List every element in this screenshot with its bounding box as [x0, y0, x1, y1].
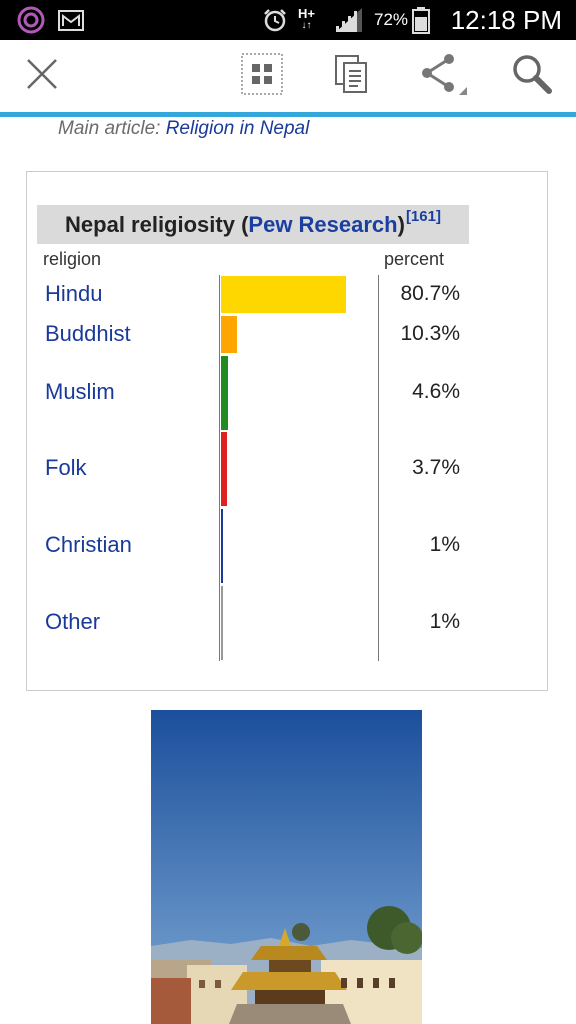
- network-type-indicator: H+ ↓↑: [298, 6, 315, 31]
- bar-hindu: [221, 276, 347, 313]
- status-bar: H+ ↓↑ 72% 12:18 PM: [0, 0, 576, 40]
- percent-value-christian: 1%: [429, 533, 460, 556]
- chart-title: Nepal religiosity (Pew Research) [161]: [37, 205, 469, 244]
- religion-label-folk[interactable]: Folk: [45, 455, 87, 480]
- religion-label-muslim[interactable]: Muslim: [45, 379, 115, 404]
- religion-label-hindu[interactable]: Hindu: [45, 280, 103, 306]
- main-article-note: Main article: Religion in Nepal: [58, 118, 309, 140]
- clock: 12:18 PM: [450, 4, 562, 35]
- religion-label-christian[interactable]: Christian: [45, 532, 132, 557]
- pew-research-link[interactable]: Pew Research: [248, 211, 398, 237]
- religion-chart: Nepal religiosity (Pew Research) [161] re…: [26, 171, 548, 691]
- temple-photo[interactable]: [151, 710, 422, 1024]
- bar-axis-left: [219, 275, 220, 661]
- main-article-prefix: Main article:: [58, 118, 166, 139]
- signal-strength-icon: [334, 0, 364, 40]
- toolbar-divider: [0, 112, 576, 117]
- bar-folk: [221, 432, 227, 506]
- percent-value-other: 1%: [429, 610, 460, 633]
- alarm-icon: [262, 0, 288, 40]
- percent-value-hindu: 80.7%: [400, 281, 460, 305]
- religion-column-header: religion: [43, 249, 102, 269]
- bar-other: [221, 586, 223, 660]
- chart-title-suffix: ): [397, 211, 405, 237]
- religion-label-other[interactable]: Other: [45, 609, 101, 634]
- battery-icon: [412, 0, 430, 40]
- close-icon: [25, 57, 59, 96]
- share-button[interactable]: [414, 40, 470, 112]
- app-notification-icon: [16, 0, 46, 40]
- battery-percent: 72%: [374, 10, 409, 29]
- religion-label-buddhist[interactable]: Buddhist: [45, 320, 131, 346]
- share-icon: [417, 49, 467, 104]
- bar-christian: [221, 509, 223, 583]
- copy-icon: [334, 54, 370, 99]
- close-button[interactable]: [16, 40, 68, 112]
- search-icon: [511, 53, 553, 100]
- percent-value-folk: 3.7%: [412, 456, 460, 479]
- bar-muslim: [221, 356, 229, 430]
- browser-toolbar: [0, 40, 576, 112]
- bar-axis-right: [378, 275, 379, 661]
- percent-value-buddhist: 10.3%: [400, 321, 460, 345]
- percent-column-header: percent: [384, 249, 445, 269]
- reference-link[interactable]: [161]: [405, 208, 441, 225]
- copy-page-button[interactable]: [326, 40, 378, 112]
- bar-buddhist: [221, 316, 237, 353]
- tabs-grid-button[interactable]: [236, 40, 288, 112]
- percent-value-muslim: 4.6%: [412, 380, 460, 403]
- main-article-link[interactable]: Religion in Nepal: [165, 118, 310, 139]
- grid-icon: [241, 53, 283, 100]
- search-button[interactable]: [504, 40, 560, 112]
- gallery-notification-icon: [58, 0, 84, 40]
- chart-title-prefix: Nepal religiosity (: [65, 211, 249, 237]
